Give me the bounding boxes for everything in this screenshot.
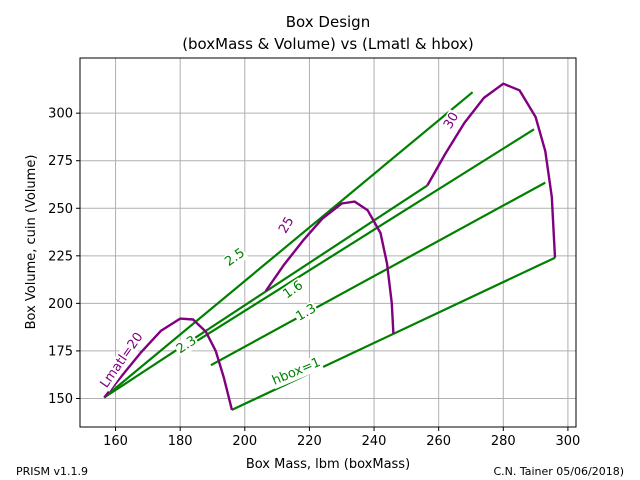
y-tick-label: 175 [48,344,73,359]
y-axis-ticks: 150 175 200 225 250 275 300 [48,107,80,407]
y-tick-label: 275 [48,154,73,169]
x-tick-label: 280 [491,434,516,449]
x-axis-ticks: 160 180 200 220 240 260 280 300 [103,427,580,449]
series-label-background [292,300,320,326]
series-label-background [269,354,324,390]
x-tick-label: 220 [297,434,322,449]
series-label-background [173,332,201,358]
series-label-background [275,213,298,238]
series-label-1-6: 1.6 [280,278,306,302]
y-tick-label: 300 [48,107,73,122]
series-label-background [440,108,463,133]
x-tick-label: 240 [362,434,387,449]
series-label-30: 30 [441,110,462,132]
x-axis-label: Box Mass, lbm (boxMass) [246,457,410,472]
series-line-lmatl-lmatl-20 [103,317,234,411]
y-tick-label: 225 [48,249,73,264]
x-tick-label: 200 [232,434,257,449]
footer-version: PRISM v1.1.9 [16,465,88,478]
plot-frame [79,57,577,428]
x-tick-label: 300 [556,434,581,449]
series-label-25: 25 [276,214,297,236]
series-label-2-5: 2.5 [222,246,248,270]
chart-title: Box Design [286,13,370,31]
series-label-hbox-1: hbox=1 [270,355,323,389]
chart-subtitle: (boxMass & Volume) vs (Lmatl & hbox) [182,35,474,53]
series-line-hbox-hbox-1 [231,256,556,411]
y-tick-label: 150 [48,392,73,407]
series-line-hbox-1-3 [210,181,546,367]
series-label-1-3: 1.3 [293,301,318,324]
y-tick-label: 200 [48,297,73,312]
series-line-hbox-1-6 [192,128,535,345]
series-line-lmatl-30 [426,82,557,258]
footer-credit: C.N. Tainer 05/06/2018) [493,465,624,478]
series-line-hbox-2-5 [103,91,474,399]
x-tick-label: 160 [103,434,128,449]
x-tick-label: 260 [426,434,451,449]
series-line-lmatl-25 [264,200,395,334]
series-label-background [279,277,307,303]
y-tick-label: 250 [48,202,73,217]
x-tick-label: 180 [168,434,193,449]
series-line-hbox-2-3 [103,184,429,399]
series-label-background [221,245,249,271]
series-label-background [96,329,148,392]
plot-series [103,82,557,411]
y-axis-label: Box Volume, cuin (Volume) [24,155,39,330]
grid [80,58,576,427]
